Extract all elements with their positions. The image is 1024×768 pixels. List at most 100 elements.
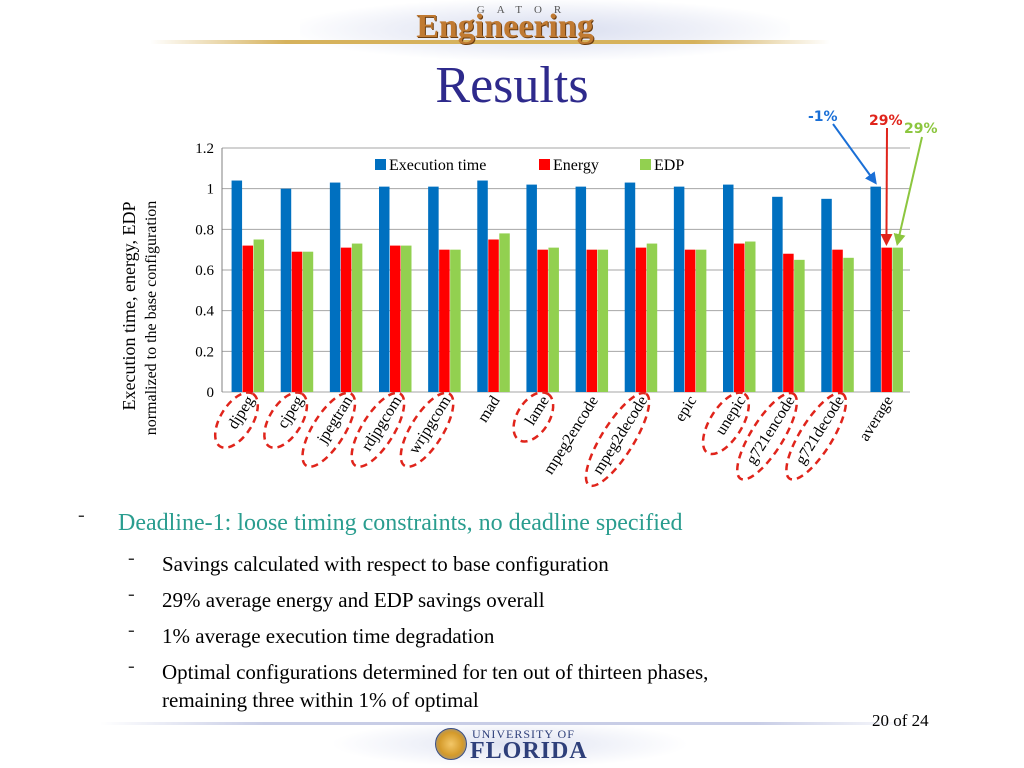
bullet-sub-4: - Optimal configurations determined for …: [128, 655, 709, 714]
footer-background: [330, 720, 690, 768]
bar-edp-unepic: [745, 241, 756, 392]
university-seal-icon: [435, 728, 467, 760]
highlight-circle: [701, 391, 751, 456]
highlight-circle: [263, 391, 309, 449]
y-tick-label: 0.2: [195, 344, 214, 360]
bullet-dash: -: [128, 583, 135, 605]
bar-energy-cjpeg: [291, 251, 303, 392]
bullet-sub-text-continued: remaining three within 1% of optimal: [162, 688, 479, 712]
legend-label: EDP: [654, 157, 684, 174]
annotation-arrow: [893, 136, 923, 246]
bar-edp-jpegtran: [351, 243, 363, 392]
header-divider: [150, 40, 830, 44]
y-axis-label-line-1: Execution time, energy, EDP: [119, 202, 139, 411]
university-of-text: UNIVERSITY OF: [472, 727, 575, 741]
bar-energy-average: [881, 247, 892, 392]
category-label: rdjpgcom: [358, 393, 405, 454]
y-tick-label: 0: [207, 385, 215, 401]
annotation-label: 29%: [904, 121, 938, 137]
legend-swatch: [640, 159, 651, 170]
bar-execution-time-mad: [477, 180, 488, 392]
bullet-dash: -: [78, 504, 85, 526]
bullet-dash: -: [128, 655, 135, 677]
category-label: jpegtran: [314, 393, 357, 447]
bar-execution-time-wrjpgcom: [428, 186, 439, 392]
bar-edp-g721encode: [794, 259, 805, 392]
legend-swatch: [375, 159, 386, 170]
y-tick-label: 0.4: [195, 304, 214, 320]
bar-execution-time-lame: [526, 184, 537, 392]
logo-engineering-text: Engineering: [416, 8, 594, 45]
y-axis-label-line-2: normalized to the base configuration: [143, 201, 160, 436]
footer-divider: [100, 722, 920, 725]
highlight-circle: [350, 391, 406, 468]
bar-execution-time-jpegtran: [329, 182, 341, 392]
chart-y-ticks: 0 0.2 0.4 0.6 0.8 1 1.2: [195, 141, 214, 401]
bar-energy-mad: [488, 239, 499, 392]
category-label: epic: [672, 393, 701, 425]
bar-execution-time-mpeg2decode: [624, 182, 636, 392]
chart-annotations: -1% 29% 29%: [808, 109, 938, 247]
bullet-sub-3: - 1% average execution time degradation: [128, 619, 495, 650]
highlight-circle: [213, 391, 260, 449]
legend-label: Energy: [553, 157, 599, 174]
bar-edp-mpeg2encode: [597, 249, 609, 392]
bar-edp-cjpeg: [302, 251, 314, 392]
bar-execution-time-average: [870, 186, 881, 392]
bullet-sub-2: - 29% average energy and EDP savings ove…: [128, 583, 545, 614]
bar-energy-unepic: [734, 243, 745, 392]
bar-energy-mpeg2decode: [635, 247, 647, 392]
bullet-sub-text: 29% average energy and EDP savings overa…: [162, 588, 545, 612]
bar-edp-wrjpgcom: [450, 249, 461, 392]
bar-edp-lame: [548, 247, 559, 392]
category-label: djpeg: [225, 393, 258, 432]
bullet-main: - Deadline-1: loose timing constraints, …: [78, 504, 683, 537]
bullet-sub-text: Savings calculated with respect to base …: [162, 552, 609, 576]
bar-energy-g721decode: [832, 249, 843, 392]
bar-execution-time-unepic: [723, 184, 734, 392]
bar-energy-rdjpgcom: [390, 245, 401, 392]
bar-energy-lame: [537, 249, 548, 392]
y-tick-label: 0.6: [195, 263, 214, 279]
highlight-circle: [399, 391, 455, 468]
y-tick-label: 0.8: [195, 222, 214, 238]
bar-execution-time-g721decode: [821, 198, 832, 392]
bullet-dash: -: [128, 547, 135, 569]
page-number: 20 of 24: [872, 711, 929, 730]
bar-execution-time-mpeg2encode: [575, 186, 587, 392]
bar-edp-epic: [695, 249, 707, 392]
bullet-sub-text: 1% average execution time degradation: [162, 624, 495, 648]
category-label: cjpeg: [274, 393, 307, 431]
bar-energy-epic: [684, 249, 696, 392]
chart-y-axis-label: Execution time, energy, EDP normalized to…: [119, 201, 160, 436]
legend-label: Execution time: [389, 157, 486, 174]
annotation-label: 29%: [869, 113, 903, 129]
bar-edp-rdjpgcom: [401, 245, 412, 392]
bar-execution-time-g721encode: [772, 196, 783, 392]
highlight-circle: [512, 391, 555, 443]
bar-energy-djpeg: [242, 245, 254, 392]
chart-bars: [231, 180, 903, 392]
annotation-label: -1%: [808, 109, 838, 125]
bar-execution-time-epic: [673, 186, 685, 392]
bar-edp-djpeg: [253, 239, 265, 392]
slide-title: Results: [435, 57, 589, 114]
bar-energy-g721encode: [783, 253, 794, 392]
bar-execution-time-djpeg: [231, 180, 243, 392]
bar-edp-average: [892, 247, 903, 392]
annotation-arrow: [880, 127, 893, 247]
bar-edp-g721decode: [843, 257, 854, 392]
category-label: mad: [475, 393, 504, 425]
category-label: unepic: [712, 393, 749, 438]
florida-text: FLORIDA: [470, 738, 588, 764]
bullet-dash: -: [128, 619, 135, 641]
y-tick-label: 1: [207, 182, 215, 198]
legend-swatch: [539, 159, 550, 170]
bullet-sub-text: Optimal configurations determined for te…: [162, 660, 709, 684]
category-label: average: [856, 393, 897, 444]
highlight-circle: [301, 391, 357, 468]
chart-gridlines: [221, 147, 910, 393]
bar-execution-time-rdjpgcom: [379, 186, 390, 392]
highlight-circle: [735, 391, 799, 481]
